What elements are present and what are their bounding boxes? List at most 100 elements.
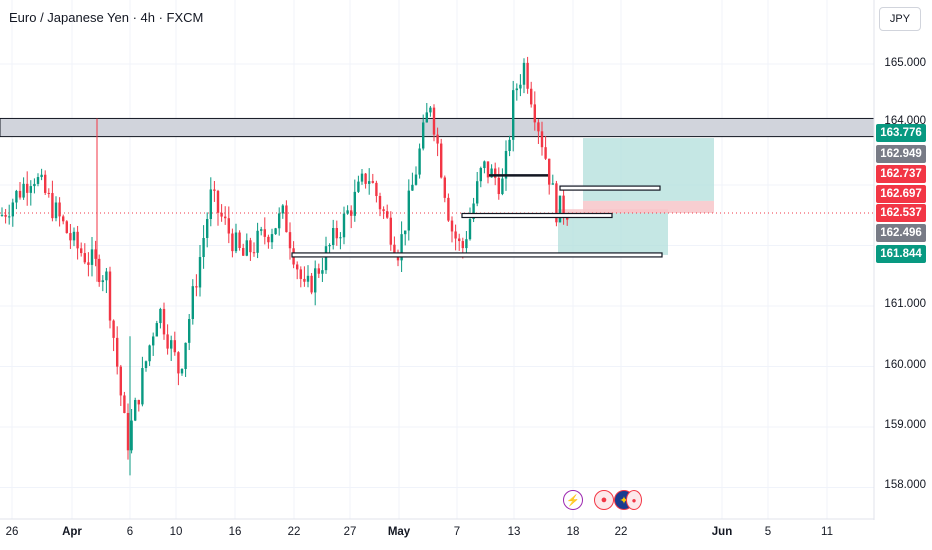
candle-body [332, 227, 335, 246]
candle-body [566, 216, 569, 220]
date-tick: 22 [614, 526, 628, 538]
candle-body [461, 241, 464, 249]
candle-body [526, 62, 529, 89]
date-tick: 16 [228, 526, 242, 538]
candle-body [116, 337, 119, 367]
price-tag-entry: 162.496 [876, 224, 926, 242]
candle-body [551, 183, 554, 185]
candle-body [166, 334, 169, 349]
price-tag-last: 162.537 [876, 204, 926, 222]
candle-body [497, 177, 500, 195]
candle-body [335, 227, 338, 239]
candle-body [18, 190, 22, 198]
candle-body [483, 161, 486, 169]
candle-body [101, 280, 104, 283]
event-glyph: ● [631, 495, 637, 505]
candle-body [245, 240, 248, 256]
candle-body [0, 214, 4, 216]
candle-body [389, 217, 392, 245]
candle-body [558, 195, 562, 223]
price-tag-stop: 162.697 [876, 185, 926, 203]
candle-body [267, 236, 270, 243]
chart-title: Euro / Japanese Yen · 4h · FXCM [9, 10, 204, 25]
candle-body [411, 184, 414, 191]
candle-body [400, 234, 403, 261]
candle-body [98, 258, 101, 283]
candle-body [522, 62, 526, 85]
candle-body [213, 189, 216, 191]
candle-body [314, 268, 317, 293]
candle-body [8, 216, 11, 218]
candle-body [155, 323, 158, 337]
candle-body [350, 210, 353, 216]
candle-body [209, 189, 212, 220]
candle-body [476, 181, 479, 204]
candle-body [47, 192, 50, 194]
candle-body [512, 90, 515, 140]
price-tag-stop: 162.737 [876, 165, 926, 183]
candle-body [371, 181, 374, 183]
candle-body [202, 237, 205, 258]
candle-body [112, 320, 115, 338]
candle-body [119, 366, 122, 396]
candle-body [540, 131, 544, 148]
economic-event-icon[interactable]: ● [626, 490, 642, 510]
candle-body [501, 178, 504, 195]
date-tick: Jun [711, 526, 733, 538]
candle-body [26, 183, 29, 193]
date-tick: 7 [453, 526, 461, 538]
candle-body [310, 275, 313, 293]
event-glyph: ● [600, 494, 608, 506]
candle-body [418, 148, 421, 175]
candle-body [454, 231, 457, 239]
chart-grid [0, 0, 874, 519]
candle-body [4, 214, 7, 217]
economic-event-icon[interactable]: ● [594, 490, 614, 510]
candle-body [69, 233, 72, 241]
candle-body [296, 264, 299, 270]
price-tick: 159.000 [884, 419, 926, 431]
date-tick: 6 [126, 526, 134, 538]
candle-body [544, 147, 547, 159]
candle-body [206, 219, 209, 238]
lightning-icon[interactable]: ⚡ [563, 490, 583, 510]
candle-body [458, 238, 461, 242]
candle-body [378, 196, 382, 210]
candle-body [234, 232, 238, 252]
candle-body [321, 270, 324, 274]
candle-body [562, 195, 565, 217]
date-tick: 22 [287, 526, 301, 538]
candle-body [281, 205, 284, 214]
candle-body [432, 107, 436, 135]
candle-body [170, 340, 173, 349]
candle-body [414, 174, 418, 185]
date-tick: Apr [62, 526, 82, 538]
candle-body [494, 168, 497, 178]
currency-button[interactable]: JPY [879, 7, 921, 31]
candle-body [429, 107, 432, 113]
candle-body [422, 122, 425, 149]
candle-body [548, 158, 551, 185]
candle-body [72, 231, 76, 241]
candle-body [184, 342, 187, 369]
candle-body [375, 182, 378, 197]
candle-body [342, 213, 346, 238]
candle-body [508, 139, 511, 151]
candle-body [346, 210, 349, 214]
date-tick: 18 [566, 526, 580, 538]
candle-body [40, 174, 43, 178]
date-tick: 27 [343, 526, 357, 538]
candle-body [260, 229, 263, 231]
candle-body [404, 230, 407, 235]
candle-body [537, 122, 540, 132]
level-line [291, 252, 663, 258]
candle-body [195, 286, 198, 288]
candle-body [126, 412, 130, 451]
level-line [461, 212, 613, 219]
candle-body [148, 345, 151, 362]
candle-body [15, 190, 18, 203]
candle-body [44, 174, 47, 193]
candle-body [141, 368, 144, 405]
candle-body [220, 212, 223, 217]
